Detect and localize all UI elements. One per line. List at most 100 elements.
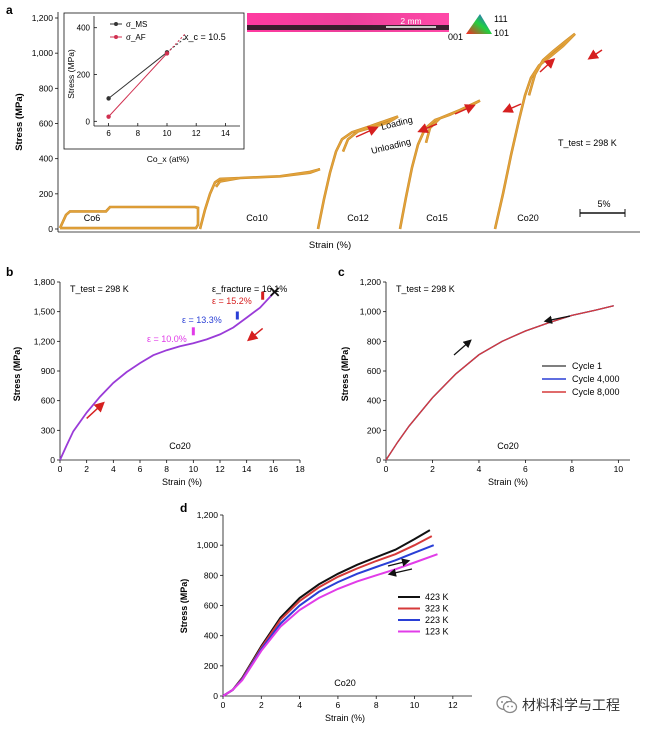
b-markers <box>86 287 280 420</box>
a-curve-shadow-co20 <box>493 32 576 230</box>
b-x-tick-label: 4 <box>111 464 116 474</box>
panel-c-letter: c <box>338 265 345 279</box>
c-y-tick-label: 600 <box>367 366 381 376</box>
panel-b-letter: b <box>6 265 13 279</box>
d-x-tick-label: 10 <box>410 700 420 710</box>
c-y-label: Stress (MPa) <box>340 347 350 402</box>
a-x-label: Strain (%) <box>309 240 351 251</box>
a-curve-co12 <box>317 115 399 230</box>
c-x-tick-label: 0 <box>384 464 389 474</box>
inset-y-tick-label: 0 <box>86 117 91 126</box>
a-loading-label: Loading <box>380 114 414 131</box>
inset-y-label: Stress (MPa) <box>66 49 76 99</box>
arrow-unloading-co15 <box>502 103 522 113</box>
d-x-tick-label: 0 <box>221 700 226 710</box>
c-temperature-label: T_test = 298 K <box>396 284 455 294</box>
b-temperature-label: T_test = 298 K <box>70 284 129 294</box>
d-x-tick-label: 2 <box>259 700 264 710</box>
inset-point <box>106 114 111 119</box>
a-scale-bar-label: 5% <box>597 199 610 209</box>
arrow-unloading-co12 <box>417 123 438 133</box>
a-y-tick-label: 600 <box>39 119 53 129</box>
d-legend-label-2: 223 K <box>425 615 449 625</box>
b-y-tick-label: 1,200 <box>34 336 56 346</box>
b-title: Co20 <box>169 441 191 451</box>
c-curves <box>385 305 614 461</box>
c-x-tick-label: 6 <box>523 464 528 474</box>
inset-x-tick-label: 8 <box>136 129 141 138</box>
a-curve-label-co10: Co10 <box>246 213 268 223</box>
ebsd-dark-band <box>247 25 449 30</box>
a-curve-label-co20: Co20 <box>517 213 539 223</box>
a-y-tick-label: 200 <box>39 189 53 199</box>
d-title: Co20 <box>334 678 356 688</box>
b-y-tick-label: 600 <box>41 396 55 406</box>
inset-x-tick-label: 6 <box>106 129 111 138</box>
b-y-tick-label: 900 <box>41 366 55 376</box>
a-curve-co15 <box>399 99 481 230</box>
c-curve-2 <box>385 305 614 461</box>
b-x-tick-label: 14 <box>242 464 252 474</box>
panel-c: c 0 2 4 6 8 10 0 200 400 600 800 1,000 1,200 Co20 St… <box>338 265 630 487</box>
c-legend-label-1: Cycle 4,000 <box>572 374 620 384</box>
d-y-tick-label: 200 <box>204 661 218 671</box>
d-curve-3 <box>222 553 438 697</box>
b-x-tick-label: 8 <box>164 464 169 474</box>
c-x-tick-label: 4 <box>477 464 482 474</box>
b-x-tick-label: 18 <box>295 464 305 474</box>
d-y-label: Stress (MPa) <box>179 579 189 634</box>
a-direction-arrows <box>355 49 603 138</box>
c-arrow-loading <box>453 339 472 356</box>
c-x-tick-label: 8 <box>570 464 575 474</box>
legend-marker-af <box>114 35 118 39</box>
d-y-tick-label: 0 <box>213 691 218 701</box>
c-y-tick-label: 1,200 <box>360 277 382 287</box>
d-curves <box>222 529 438 697</box>
inset-y-tick-label: 400 <box>77 24 91 33</box>
a-y-label: Stress (MPa) <box>14 93 25 151</box>
b-y-tick-label: 1,800 <box>34 277 56 287</box>
d-x-tick-label: 6 <box>336 700 341 710</box>
d-curve-0 <box>222 529 431 697</box>
d-y-tick-label: 1,200 <box>197 510 219 520</box>
inset-extrapolation-1 <box>166 32 187 54</box>
a-curve-label-co6: Co6 <box>84 213 101 223</box>
a-curve-label-co12: Co12 <box>347 213 369 223</box>
inset-line-0 <box>108 51 168 99</box>
ebsd-scale-label: 2 mm <box>400 16 421 26</box>
watermark: 材料科学与工程 <box>496 692 646 718</box>
b-x-tick-label: 16 <box>269 464 279 474</box>
c-y-tick-label: 200 <box>367 425 381 435</box>
arrow-unloading-co20 <box>587 49 603 60</box>
panel-a: a 0 200 400 600 800 1,000 1,200 Stress (MPa) S… <box>6 3 640 251</box>
inset-legend: σ_MS σ_AF <box>110 20 147 42</box>
a-unloading-label: Unloading <box>370 136 412 156</box>
b-x-tick-label: 2 <box>84 464 89 474</box>
c-y-tick-label: 0 <box>376 455 381 465</box>
b-y-tick-label: 1,500 <box>34 307 56 317</box>
b-x-tick-label: 6 <box>138 464 143 474</box>
a-curve-labels: Co6 Co10 Co12 Co15 Co20 <box>84 213 539 223</box>
b-x-label: Strain (%) <box>162 477 202 487</box>
a-y-tick-label: 400 <box>39 154 53 164</box>
a-curve-shadow-co6 <box>58 205 200 230</box>
b-stress-strain-curve <box>59 291 276 461</box>
a-temperature-label: T_test = 298 K <box>558 138 617 148</box>
c-x-tick-label: 10 <box>614 464 624 474</box>
inset-line-1 <box>108 53 168 117</box>
watermark-text: 材料科学与工程 <box>522 698 620 714</box>
a-y-tick-label: 800 <box>39 83 53 93</box>
a-y-tick-label: 1,200 <box>32 13 54 23</box>
a-curve-co10 <box>199 168 321 230</box>
arrow-loading-co20 <box>539 57 556 73</box>
arrow-loading-co12 <box>355 126 379 138</box>
c-y-tick-label: 800 <box>367 336 381 346</box>
b-fracture-marker <box>270 287 280 297</box>
ipf-label-001: 001 <box>448 32 463 42</box>
b-strain-13-3-label: ε = 13.3% <box>182 315 222 325</box>
a-curve-co6 <box>59 206 199 229</box>
b-strain-15-2-label: ε = 15.2% <box>212 296 252 306</box>
c-x-label: Strain (%) <box>488 477 528 487</box>
